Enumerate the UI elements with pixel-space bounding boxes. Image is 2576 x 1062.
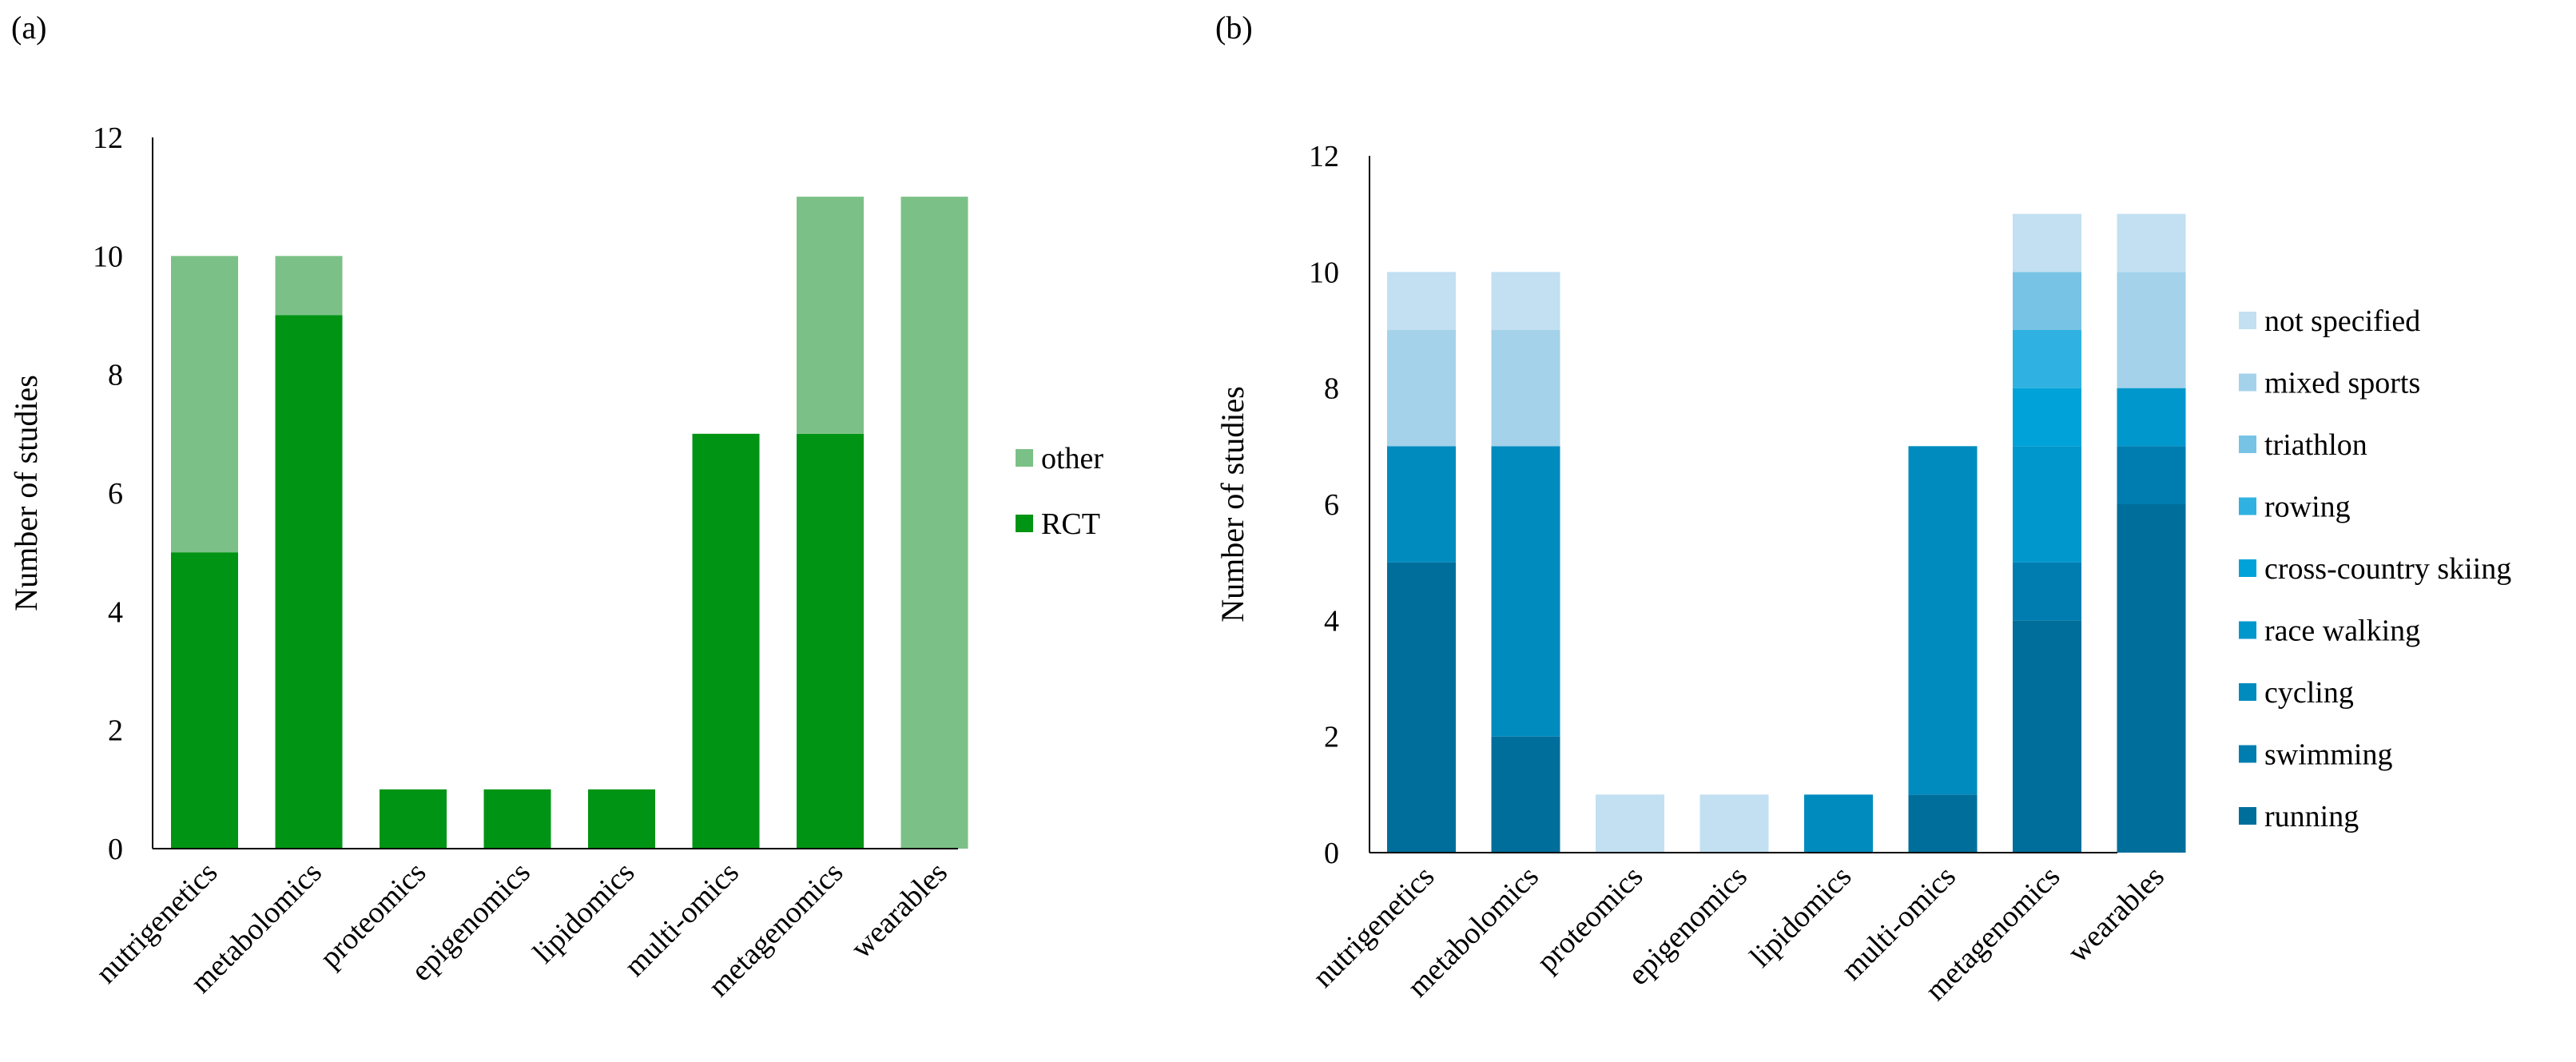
bar-running-wearables — [2117, 504, 2186, 853]
bar-triathlon-metagenomics — [2013, 272, 2081, 330]
legend-label: swimming — [2264, 738, 2392, 772]
y-tick-label: 12 — [93, 121, 123, 155]
y-tick-label: 0 — [108, 833, 123, 866]
legend-swatch-other — [1016, 449, 1033, 467]
bar-cycling-lipidomics — [1804, 794, 1873, 853]
legend-swatch-running — [2239, 807, 2256, 825]
bar-not-specified-nutrigenetics — [1387, 272, 1456, 330]
y-tick-label: 0 — [1324, 837, 1339, 870]
y-tick-label: 6 — [108, 477, 123, 511]
legend-label: RCT — [1041, 507, 1100, 541]
bar-not-specified-epigenomics — [1699, 794, 1769, 853]
bar-not-specified-proteomics — [1596, 794, 1664, 853]
legend-label: race walking — [2264, 615, 2420, 648]
y-axis-title: Number of studies — [1214, 386, 1250, 622]
legend-label: cross-country skiing — [2264, 552, 2511, 586]
legend-swatch-cross-country-skiing — [2239, 559, 2256, 577]
bar-RCT-metabolomics — [275, 315, 343, 849]
bar-RCT-proteomics — [380, 789, 447, 849]
bar-not-specified-metagenomics — [2013, 213, 2081, 272]
bar-RCT-metagenomics — [797, 433, 864, 849]
bar-mixed-sports-wearables — [2117, 272, 2186, 388]
legend-label: cycling — [2264, 676, 2354, 710]
bar-not-specified-metabolomics — [1491, 272, 1560, 330]
panel-a: (a)024681012nutrigeneticsmetabolomicspro… — [8, 10, 1103, 1004]
bar-running-metagenomics — [2013, 620, 2081, 853]
legend-swatch-mixed-sports — [2239, 373, 2256, 392]
legend-swatch-RCT — [1016, 515, 1033, 532]
bar-swimming-metagenomics — [2013, 562, 2081, 621]
legend: not specified mixed sports triathlon rowing… — [2239, 304, 2511, 833]
bar-race-walking-metagenomics — [2013, 446, 2081, 563]
legend-label: mixed sports — [2264, 367, 2420, 400]
y-tick-label: 4 — [1324, 604, 1339, 638]
legend-swatch-cycling — [2239, 683, 2256, 701]
legend-label: not specified — [2264, 304, 2420, 338]
legend-swatch-not-specified — [2239, 312, 2256, 329]
y-tick-label: 4 — [108, 595, 123, 629]
bar-cycling-multi-omics — [1908, 446, 1978, 795]
bar-running-multi-omics — [1908, 794, 1978, 853]
y-tick-label: 2 — [108, 714, 123, 748]
bar-rowing-metagenomics — [2013, 330, 2081, 388]
x-tick-label: wearables — [2061, 860, 2171, 969]
bar-RCT-nutrigenetics — [171, 552, 238, 849]
bar-mixed-sports-metabolomics — [1491, 330, 1560, 447]
bars — [1387, 213, 2186, 853]
bar-swimming-wearables — [2117, 446, 2186, 504]
bar-RCT-epigenomics — [483, 789, 551, 849]
y-axis-title: Number of studies — [8, 375, 44, 611]
legend-swatch-race-walking — [2239, 621, 2256, 639]
y-tick-label: 12 — [1309, 140, 1339, 173]
y-tick-label: 8 — [108, 359, 123, 392]
bar-not-specified-wearables — [2117, 213, 2186, 272]
bar-running-nutrigenetics — [1387, 562, 1456, 853]
legend-swatch-rowing — [2239, 497, 2256, 515]
legend-swatch-triathlon — [2239, 436, 2256, 453]
y-tick-label: 10 — [93, 240, 123, 273]
panel-label: (b) — [1215, 10, 1253, 46]
bar-other-wearables — [900, 197, 968, 849]
legend: other RCT — [1016, 442, 1103, 541]
legend-label: running — [2264, 800, 2359, 833]
legend-label: triathlon — [2264, 428, 2367, 462]
x-tick-label: wearables — [845, 856, 954, 965]
bar-mixed-sports-nutrigenetics — [1387, 330, 1456, 447]
bar-cross-country-skiing-metagenomics — [2013, 388, 2081, 447]
y-tick-label: 6 — [1324, 488, 1339, 522]
bar-other-nutrigenetics — [171, 256, 238, 553]
panel-label: (a) — [11, 10, 46, 46]
bar-running-metabolomics — [1491, 736, 1560, 853]
bars — [171, 197, 968, 849]
bar-race-walking-wearables — [2117, 388, 2186, 447]
y-tick-label: 2 — [1324, 721, 1339, 754]
bar-RCT-multi-omics — [692, 433, 760, 849]
y-tick-label: 10 — [1309, 256, 1339, 289]
y-tick-label: 8 — [1324, 372, 1339, 406]
panel-b: (b)024681012nutrigeneticsmetabolomicspro… — [1214, 10, 2511, 1008]
bar-cycling-nutrigenetics — [1387, 446, 1456, 563]
bar-cycling-metabolomics — [1491, 446, 1560, 737]
legend-label: other — [1041, 442, 1103, 475]
bar-other-metagenomics — [797, 197, 864, 434]
bar-other-metabolomics — [275, 256, 343, 316]
legend-swatch-swimming — [2239, 745, 2256, 763]
bar-RCT-lipidomics — [588, 789, 655, 849]
legend-label: rowing — [2264, 491, 2351, 524]
